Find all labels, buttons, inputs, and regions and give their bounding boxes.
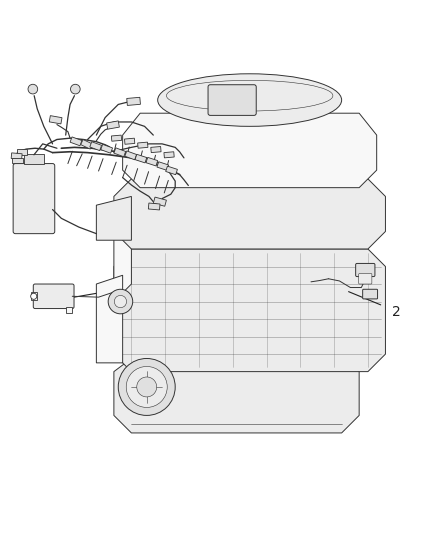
Text: 2: 2 — [392, 305, 401, 319]
Polygon shape — [135, 155, 147, 163]
Polygon shape — [11, 153, 22, 159]
Text: 3: 3 — [33, 297, 42, 311]
Polygon shape — [166, 166, 177, 175]
Circle shape — [137, 377, 157, 397]
Polygon shape — [164, 152, 174, 158]
Polygon shape — [66, 307, 72, 313]
Polygon shape — [157, 161, 169, 171]
FancyBboxPatch shape — [356, 263, 375, 277]
Polygon shape — [114, 359, 359, 433]
Polygon shape — [12, 158, 23, 163]
Polygon shape — [114, 249, 385, 372]
Polygon shape — [49, 116, 62, 124]
FancyBboxPatch shape — [13, 164, 55, 233]
Polygon shape — [101, 144, 113, 153]
Polygon shape — [138, 142, 148, 148]
Ellipse shape — [158, 74, 342, 126]
Circle shape — [28, 84, 38, 94]
Polygon shape — [148, 203, 160, 210]
FancyBboxPatch shape — [208, 85, 256, 115]
Text: 1: 1 — [261, 196, 269, 210]
FancyBboxPatch shape — [363, 289, 378, 299]
Circle shape — [108, 289, 133, 314]
Circle shape — [126, 367, 167, 407]
Polygon shape — [125, 151, 137, 160]
Polygon shape — [127, 98, 141, 106]
Polygon shape — [96, 275, 123, 363]
Polygon shape — [31, 292, 37, 300]
Polygon shape — [111, 135, 122, 141]
Polygon shape — [151, 147, 161, 152]
FancyBboxPatch shape — [359, 273, 372, 284]
Polygon shape — [146, 157, 158, 166]
Polygon shape — [123, 113, 377, 188]
Polygon shape — [24, 154, 44, 165]
Polygon shape — [114, 148, 126, 157]
Circle shape — [114, 295, 127, 308]
Polygon shape — [70, 137, 82, 146]
Circle shape — [118, 359, 175, 415]
Circle shape — [71, 84, 80, 94]
Circle shape — [31, 293, 37, 300]
Polygon shape — [17, 149, 27, 155]
Polygon shape — [81, 140, 92, 149]
Polygon shape — [124, 138, 135, 144]
Polygon shape — [114, 179, 385, 249]
Polygon shape — [90, 142, 102, 151]
Polygon shape — [153, 197, 166, 206]
Polygon shape — [114, 197, 131, 302]
FancyBboxPatch shape — [33, 284, 74, 309]
Polygon shape — [106, 121, 120, 129]
Polygon shape — [96, 197, 131, 240]
